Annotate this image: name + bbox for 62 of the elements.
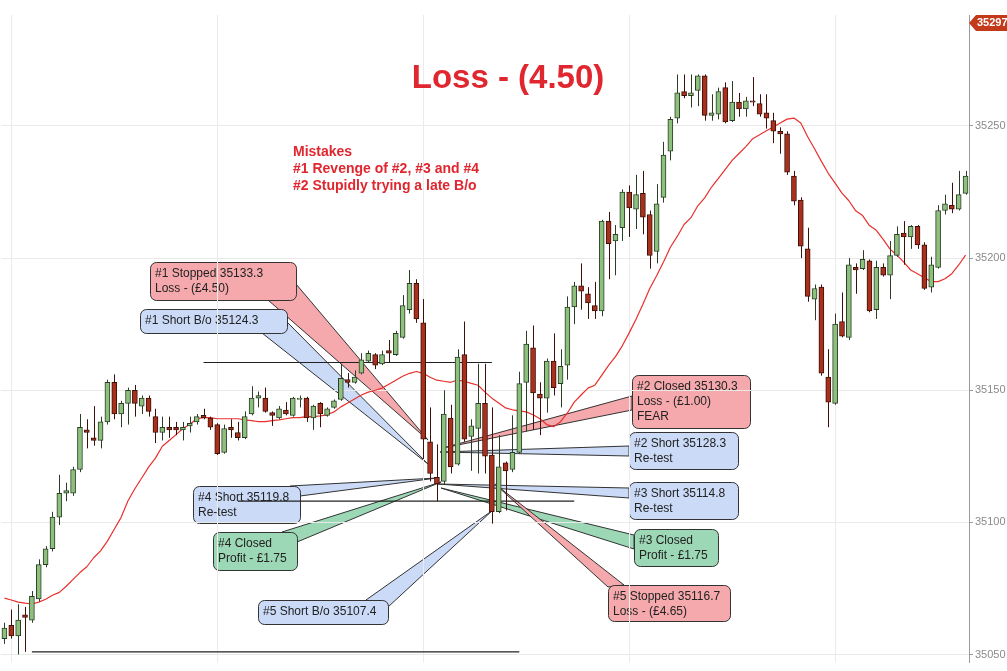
annotation: #3 Short 35114.8 Re-test: [634, 486, 726, 515]
candlestick: [70, 466, 76, 497]
candlestick: [681, 73, 687, 99]
candlestick: [585, 286, 591, 320]
text: 35297: [977, 16, 1007, 29]
candlestick: [392, 330, 399, 357]
candlestick: [475, 363, 481, 474]
candlestick: [29, 590, 35, 624]
candlestick: [708, 93, 715, 122]
candlestick: [633, 174, 639, 230]
candlestick: [125, 387, 131, 426]
candlestick: [338, 363, 344, 402]
y-tick-label: 35250: [975, 119, 1006, 132]
annotation: #1 Short B/o 35124.3: [145, 313, 259, 327]
candlestick: [791, 170, 797, 206]
candlestick: [118, 400, 124, 428]
candlestick: [887, 240, 893, 300]
y-tick-label: 35100: [975, 515, 1006, 528]
candlestick: [434, 443, 440, 502]
candlestick: [289, 396, 296, 418]
candlestick: [90, 405, 97, 447]
annotation: #2 Closed 35130.3 Loss - (£1.00) FEAR: [637, 379, 739, 423]
candlestick: [928, 256, 935, 293]
annotation: #5 Short B/o 35107.4: [263, 604, 377, 618]
candlestick: [132, 384, 138, 418]
annotation: #4 Closed Profit - £1.75: [218, 536, 288, 565]
candlestick: [468, 418, 475, 472]
candlestick: [15, 603, 21, 655]
candlestick: [729, 80, 735, 123]
candlestick: [8, 609, 15, 640]
candlestick: [386, 339, 392, 363]
candlestick: [674, 73, 681, 124]
y-tick-label: 35050: [975, 647, 1006, 660]
candlestick: [736, 92, 742, 118]
candlestick: [894, 225, 900, 258]
candlestick: [942, 194, 948, 216]
candlestick: [221, 424, 227, 455]
candlestick: [235, 421, 241, 441]
candlestick: [825, 348, 832, 428]
candlestick: [138, 395, 145, 415]
annotation: Mistakes #1 Revenge of #2, #3 and #4 #2 Stupidly trying a late B/o: [293, 142, 480, 193]
annotation: #5 Stopped 35116.7 Loss - (£4.65): [613, 589, 721, 618]
candlestick: [592, 281, 598, 320]
candlestick: [241, 410, 248, 440]
candlestick: [749, 76, 756, 107]
candlestick: [262, 387, 269, 414]
candlestick: [63, 482, 70, 502]
candlestick: [694, 73, 701, 107]
candlestick: [839, 291, 845, 338]
candlestick: [571, 281, 578, 325]
candlestick: [640, 170, 646, 235]
candlestick: [317, 401, 324, 428]
y-tick-label: 35200: [975, 251, 1006, 264]
candlestick: [626, 184, 632, 238]
annotation: #1 Stopped 35133.3 Loss - (£4.50): [155, 266, 264, 295]
y-tick-label: 35150: [975, 383, 1006, 396]
annotation: #2 Short 35128.3 Re-test: [634, 436, 727, 465]
candlestick: [955, 170, 962, 212]
text: Loss - (4.50): [411, 58, 605, 96]
candlestick: [743, 96, 749, 118]
candlestick: [949, 182, 955, 214]
annotation: #3 Closed Profit - £1.75: [639, 533, 709, 562]
